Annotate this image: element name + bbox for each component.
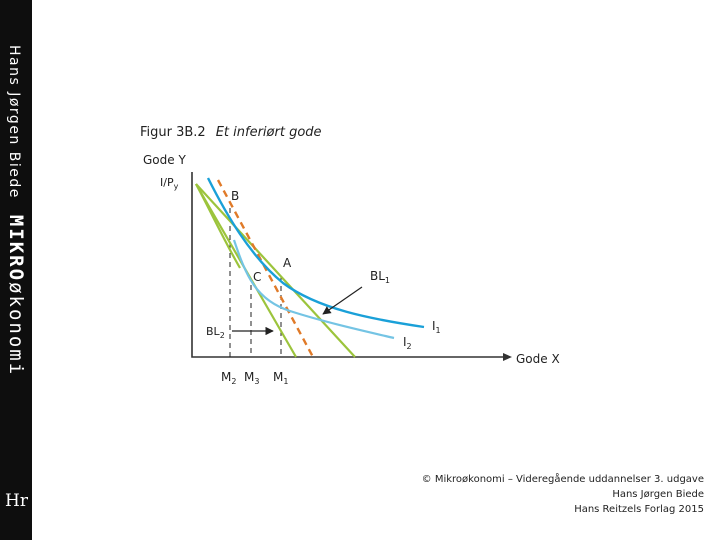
tick-m2: M2 (221, 370, 236, 386)
figure-name: Et inferiørt gode (215, 125, 322, 140)
credits-line-1: © Mikroøkonomi – Videregående uddannelse… (421, 474, 704, 485)
point-c-label: C (253, 270, 261, 284)
publisher-logo: Hr (5, 491, 28, 511)
y-intercept-label: I/Py (160, 176, 179, 191)
point-b-label: B (231, 189, 239, 203)
i2-label: I2 (403, 335, 412, 351)
y-axis-label: Gode Y (143, 153, 186, 167)
compensated-budget-line (216, 179, 315, 358)
figure-number: Figur 3B.2 (140, 125, 206, 140)
figure-title: Figur 3B.2 Et inferiørt gode (140, 124, 322, 140)
axes (191, 172, 510, 358)
bl2-label: BL2 (206, 325, 225, 340)
point-a-label: A (283, 256, 292, 270)
i1-label: I1 (432, 319, 441, 335)
x-axis-label: Gode X (516, 352, 560, 366)
bl1-label: BL1 (370, 269, 390, 285)
budget-line-segment (195, 183, 241, 269)
sidebar: Hans Jørgen BiedeMIKROøkonomi Hr (0, 0, 32, 540)
credits-line-2: Hans Jørgen Biede (612, 489, 704, 500)
tick-m3: M3 (244, 370, 259, 386)
bl1-arrow (322, 286, 363, 315)
credits: © Mikroøkonomi – Videregående uddannelse… (422, 472, 704, 517)
x-axis-arrow-icon (503, 353, 512, 361)
budget-line-bl1 (195, 183, 356, 358)
credits-line-3: Hans Reitzels Forlag 2015 (574, 504, 704, 515)
indifference-curve-i2 (232, 239, 395, 340)
indifference-curve-i1 (206, 177, 425, 329)
tick-m1: M1 (273, 370, 288, 386)
